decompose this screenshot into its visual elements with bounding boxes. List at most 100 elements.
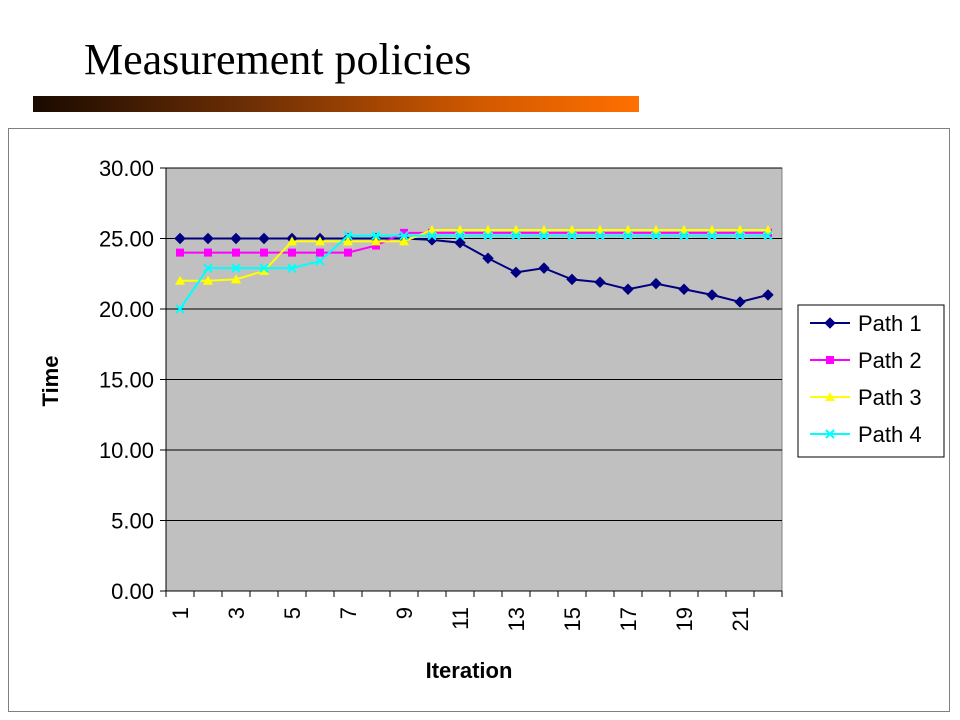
data-point bbox=[678, 283, 690, 295]
legend-item: Path 3 bbox=[810, 385, 922, 410]
data-point-stroke bbox=[679, 230, 689, 241]
data-point bbox=[287, 263, 297, 273]
data-point bbox=[651, 230, 661, 241]
data-point bbox=[315, 236, 325, 246]
y-tick-label: 25.00 bbox=[99, 227, 154, 252]
x-axis-ticks: 1 3 5 7 9 11 13 15 17 19 21 bbox=[165, 591, 783, 631]
x-tick-label: 7 bbox=[336, 607, 361, 619]
series-group bbox=[174, 225, 774, 314]
slide-title: Measurement policies bbox=[84, 35, 472, 84]
data-point-stroke bbox=[595, 230, 605, 241]
x-tick-label: 15 bbox=[560, 607, 585, 631]
data-point-stroke bbox=[651, 230, 661, 241]
data-point bbox=[371, 236, 381, 246]
data-point bbox=[566, 273, 578, 286]
data-point bbox=[539, 230, 549, 241]
data-point bbox=[706, 289, 718, 301]
x-tick-label: 17 bbox=[616, 607, 641, 631]
y-tick-label: 0.00 bbox=[111, 579, 154, 604]
series-line bbox=[180, 231, 768, 254]
legend-label: Path 4 bbox=[858, 422, 922, 447]
data-point bbox=[734, 296, 746, 308]
data-point bbox=[175, 304, 185, 314]
title-accent-bar bbox=[33, 96, 639, 112]
data-point bbox=[230, 232, 242, 245]
data-point-stroke bbox=[483, 230, 493, 241]
data-point bbox=[511, 230, 521, 241]
legend-item: Path 2 bbox=[810, 348, 922, 373]
legend-label: Path 1 bbox=[858, 311, 922, 336]
y-axis-ticks: 0.00 5.00 10.00 15.00 20.00 25.00 30.00 bbox=[99, 156, 166, 604]
data-point-stroke bbox=[707, 230, 717, 241]
legend-label: Path 3 bbox=[858, 385, 922, 410]
x-tick-label: 1 bbox=[168, 607, 193, 619]
data-point bbox=[510, 266, 522, 279]
x-axis-label: Iteration bbox=[426, 658, 513, 683]
data-point bbox=[259, 263, 269, 273]
data-point bbox=[622, 283, 634, 295]
data-point bbox=[288, 248, 296, 257]
legend-item: Path 4 bbox=[810, 422, 922, 447]
data-point bbox=[594, 276, 606, 288]
data-point bbox=[399, 230, 409, 241]
data-point-stroke bbox=[455, 230, 465, 241]
y-tick-label: 20.00 bbox=[99, 297, 154, 322]
y-tick-label: 15.00 bbox=[99, 368, 154, 393]
data-point bbox=[762, 289, 774, 301]
x-tick-label: 21 bbox=[728, 607, 753, 631]
x-tick-label: 3 bbox=[224, 607, 249, 619]
legend-box bbox=[797, 304, 945, 458]
x-tick-label: 19 bbox=[672, 607, 697, 631]
data-point bbox=[650, 277, 662, 290]
data-point bbox=[825, 392, 835, 401]
x-tick-label: 9 bbox=[392, 607, 417, 619]
data-point bbox=[258, 232, 270, 245]
data-point-stroke bbox=[763, 230, 773, 241]
data-point bbox=[595, 230, 605, 241]
data-point-stroke bbox=[427, 230, 437, 241]
data-point bbox=[454, 237, 466, 249]
data-point-stroke bbox=[259, 263, 269, 273]
data-point bbox=[287, 236, 297, 246]
data-point-stroke bbox=[825, 429, 835, 439]
data-point-stroke bbox=[623, 230, 633, 241]
data-point bbox=[735, 230, 745, 241]
data-point-stroke bbox=[567, 230, 577, 241]
data-point-stroke bbox=[231, 263, 241, 273]
series-line bbox=[179, 234, 768, 310]
data-point bbox=[315, 256, 325, 266]
series-line bbox=[180, 229, 768, 282]
data-point-stroke bbox=[735, 230, 745, 241]
legend-label: Path 2 bbox=[858, 348, 922, 373]
data-point bbox=[202, 232, 214, 245]
data-point bbox=[455, 230, 465, 241]
data-point bbox=[203, 275, 213, 285]
data-point bbox=[203, 263, 213, 273]
data-point-stroke bbox=[399, 230, 409, 241]
data-point-stroke bbox=[175, 304, 185, 314]
series-4 bbox=[175, 230, 773, 314]
data-point-stroke bbox=[511, 230, 521, 241]
data-point bbox=[707, 230, 717, 241]
data-point bbox=[316, 248, 324, 257]
data-point-stroke bbox=[203, 263, 213, 273]
data-point-stroke bbox=[315, 256, 325, 266]
y-axis-label: Time bbox=[38, 356, 63, 407]
data-point bbox=[623, 230, 633, 241]
data-point bbox=[483, 230, 493, 241]
y-tick-label: 10.00 bbox=[99, 438, 154, 463]
x-tick-label: 5 bbox=[280, 607, 305, 619]
data-point bbox=[400, 228, 408, 237]
series-line bbox=[180, 237, 769, 303]
data-point bbox=[231, 263, 241, 273]
data-point bbox=[204, 248, 212, 257]
data-point bbox=[175, 275, 185, 285]
data-point bbox=[231, 274, 241, 284]
data-point-stroke bbox=[539, 230, 549, 241]
data-point bbox=[343, 230, 353, 241]
data-point-stroke bbox=[371, 230, 381, 241]
data-point bbox=[679, 230, 689, 241]
data-point bbox=[174, 232, 186, 245]
x-tick-label: 11 bbox=[448, 607, 473, 630]
